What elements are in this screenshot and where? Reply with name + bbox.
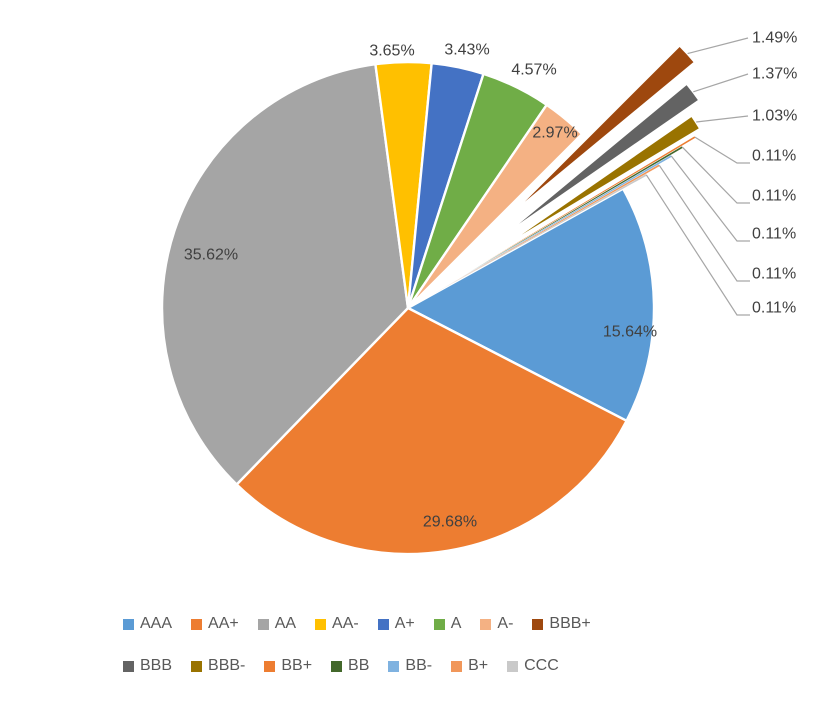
legend-swatch-icon	[480, 618, 492, 630]
slice-label-bbb: 1.37%	[752, 66, 797, 83]
legend-item-bb-minus[interactable]: BB-	[388, 658, 432, 674]
legend-swatch-icon	[191, 660, 203, 672]
chart-legend: AAA AA+ AA AA- A+ A A- BBB+ BBB BBB- BB+ BB BB- B+ CCC	[123, 616, 723, 700]
pie-slice-bbb-plus[interactable]	[504, 44, 697, 221]
legend-label: A	[450, 615, 462, 632]
legend-item-bb-plus[interactable]: BB+	[264, 658, 312, 674]
pie-slice-b-plus[interactable]	[445, 164, 660, 287]
legend-item-a-plus[interactable]: A+	[377, 615, 415, 632]
legend-label: BB+	[281, 657, 313, 674]
pie-slice-aa[interactable]	[160, 62, 410, 486]
legend-item-bbb-plus[interactable]: BBB+	[532, 615, 591, 632]
slice-label-a-minus: 2.97%	[532, 125, 577, 142]
legend-label: BBB	[140, 657, 173, 674]
leader-line	[693, 73, 749, 93]
legend-swatch-icon	[388, 660, 400, 672]
legend-swatch-icon	[191, 618, 203, 630]
legend-swatch-icon	[451, 660, 463, 672]
legend-swatch-icon	[315, 618, 327, 630]
slice-label-aa-plus: 29.68%	[423, 514, 477, 531]
legend-label: BBB+	[549, 615, 591, 632]
legend-item-aa[interactable]: AA	[257, 615, 297, 632]
slice-label-ccc: 0.11%	[752, 300, 796, 317]
slice-label-aaa: 15.64%	[603, 324, 657, 341]
pie-slice-bb-plus[interactable]	[483, 136, 696, 263]
slice-label-aa: 35.62%	[184, 247, 238, 264]
pie-slice-bb-minus[interactable]	[458, 155, 672, 280]
pie-slice-ccc[interactable]	[431, 174, 647, 295]
legend-item-aa-minus[interactable]: AA-	[315, 616, 359, 632]
legend-item-aa-plus[interactable]: AA+	[191, 616, 239, 632]
legend-swatch-icon	[507, 660, 519, 672]
leader-line	[696, 115, 749, 123]
legend-swatch-icon	[331, 660, 343, 672]
leader-line	[687, 37, 749, 55]
pie-slice-bb[interactable]	[470, 146, 683, 272]
legend-swatch-icon	[433, 618, 445, 630]
pie-slice-aa-plus[interactable]	[235, 306, 628, 556]
legend-label: AA-	[332, 615, 359, 632]
leader-line	[645, 174, 750, 316]
legend-swatch-icon	[123, 618, 134, 630]
legend-item-bbb[interactable]: BBB	[123, 658, 172, 674]
slice-label-bb: 0.11%	[752, 188, 796, 205]
legend-item-bb[interactable]: BB	[331, 658, 369, 674]
slice-label-a: 4.57%	[511, 62, 556, 79]
legend-row: BBB BBB- BB+ BB BB- B+ CCC	[123, 658, 723, 674]
legend-label: BB-	[405, 657, 433, 674]
legend-item-a-minus[interactable]: A-	[480, 616, 513, 632]
legend-item-a[interactable]: A	[433, 615, 462, 632]
legend-swatch-icon	[377, 618, 389, 630]
legend-label: A-	[497, 615, 514, 632]
slice-label-a-plus: 3.43%	[444, 42, 489, 59]
legend-swatch-icon	[257, 618, 269, 630]
leader-line	[681, 146, 750, 204]
leader-line	[694, 136, 750, 164]
pie-slice-aaa[interactable]	[406, 187, 656, 423]
slice-label-b-plus: 0.11%	[752, 266, 796, 283]
legend-item-bbb-minus[interactable]: BBB-	[191, 658, 245, 674]
legend-label: BB	[348, 657, 370, 674]
slice-label-bb-plus: 0.11%	[752, 148, 796, 165]
legend-label: AA	[274, 615, 297, 632]
slice-label-aa-minus: 3.65%	[369, 43, 414, 60]
legend-item-aaa[interactable]: AAA	[123, 616, 172, 632]
slice-label-bb-minus: 0.11%	[752, 226, 796, 243]
slice-label-bbb-plus: 1.49%	[752, 30, 797, 47]
legend-label: CCC	[524, 657, 559, 674]
slice-label-bbb-minus: 1.03%	[752, 108, 797, 125]
legend-label: A+	[394, 615, 415, 632]
legend-item-ccc[interactable]: CCC	[507, 658, 559, 674]
legend-label: AAA	[140, 615, 173, 632]
legend-swatch-icon	[264, 660, 276, 672]
leader-line	[670, 155, 750, 242]
pie-slice-a-minus[interactable]	[406, 103, 584, 310]
legend-swatch-icon	[532, 618, 544, 630]
legend-label: B+	[468, 657, 489, 674]
legend-label: BBB-	[208, 657, 246, 674]
legend-item-b-plus[interactable]: B+	[451, 658, 488, 674]
leader-line	[658, 164, 750, 282]
legend-row: AAA AA+ AA AA- A+ A A- BBB+	[123, 616, 723, 632]
legend-label: AA+	[208, 615, 239, 632]
legend-swatch-icon	[123, 660, 134, 672]
